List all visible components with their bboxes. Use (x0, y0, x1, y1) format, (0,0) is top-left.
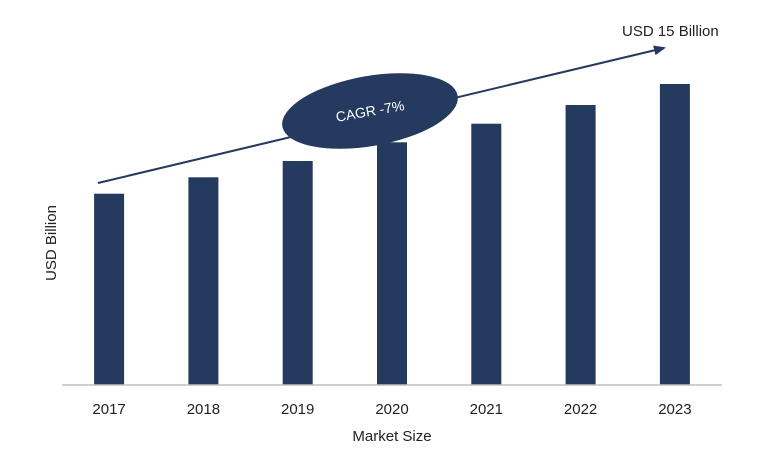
bar-2018 (188, 177, 219, 385)
cagr-badge: CAGR -7% (282, 73, 458, 149)
x-tick-label-2020: 2020 (375, 401, 408, 418)
x-axis-label: Market Size (352, 428, 431, 445)
x-tick-label-2019: 2019 (281, 401, 314, 418)
x-tick-label-2018: 2018 (187, 401, 220, 418)
bar-2019 (282, 161, 313, 385)
x-tick-label-2022: 2022 (564, 401, 597, 418)
bars-group (94, 84, 690, 385)
x-tick-labels: 2017 2018 2019 2020 2021 2022 2023 (92, 401, 691, 418)
bar-2020 (377, 142, 407, 385)
bar-2023 (659, 84, 690, 385)
x-tick-label-2021: 2021 (470, 401, 503, 418)
y-axis-label: USD Billion (43, 205, 60, 281)
x-tick-label-2023: 2023 (658, 401, 691, 418)
cagr-ellipse (282, 73, 458, 149)
bar-2017 (94, 193, 125, 385)
end-value-label: USD 15 Billion (622, 23, 719, 40)
bar-2021 (471, 123, 502, 385)
x-tick-label-2017: 2017 (92, 401, 125, 418)
bar-2022 (565, 105, 596, 385)
